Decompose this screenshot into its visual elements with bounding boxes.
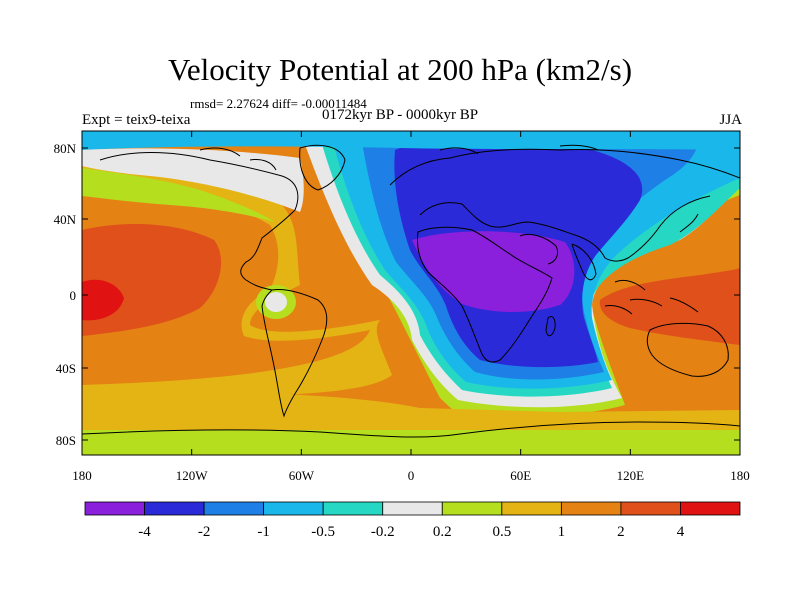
coastline-arctic-islands [199,144,599,171]
lon-tick-label: 120W [176,468,209,483]
colorbar-swatch [203,501,265,516]
latitude-axis: 80N 40N 0 40S 80S [54,141,740,448]
lon-tick-label: 180 [72,468,92,483]
coastline-japan [679,213,699,233]
period-label: 0172kyr BP - 0000kyr BP [322,107,479,123]
season-label: JJA [719,112,742,128]
coastline-antarctica [82,421,740,438]
colorbar-swatch [620,501,681,516]
colorbar-swatch [441,501,503,516]
coastline-arabia-india [519,233,597,281]
velocity-potential-field [82,131,740,455]
colorbar-swatch [144,501,205,516]
colorbar-label: -1 [257,524,270,540]
coastline-greenland [299,144,346,191]
colorbar-swatch [560,501,622,516]
coastline-africa [417,226,553,363]
lat-tick-label: 40S [56,361,76,376]
coastline-south-america [261,289,328,418]
field-andes-anomaly-inner [265,292,287,312]
colorbar-label: -0.2 [371,524,395,540]
coastline-europe-asia [389,148,740,262]
coastline-maritime-continent [604,279,699,315]
lon-tick-label: 60W [289,468,315,483]
field-max-positive-pacific [82,279,124,321]
colorbar: -4 -2 -1 -0.5 -0.2 0.2 0.5 1 2 4 [84,501,741,540]
colorbar-label: 0.5 [492,524,511,540]
coastlines [82,144,740,438]
field-positive-australia [640,330,740,395]
plot-title: Velocity Potential at 200 hPa (km2/s) [167,52,633,87]
colorbar-label: -4 [138,524,151,540]
field-arctic-yellow [82,168,275,222]
colorbar-swatch [322,501,384,516]
lat-tick-label: 80N [54,141,77,156]
lat-tick-label: 0 [70,288,77,303]
field-arctic-white-arc [82,148,304,212]
coastline-north-america [99,152,299,291]
colorbar-swatch [501,501,562,516]
lat-tick-label: 80S [56,433,76,448]
colorbar-label: -2 [198,524,211,540]
stats-label: rmsd= 2.27624 diff= -0.00011484 [190,96,367,111]
longitude-axis: 180 120W 60W 0 60E 120E 180 [72,131,750,483]
experiment-label: Expt = teix9-teixa [82,112,191,128]
lat-tick-label: 40N [54,212,77,227]
colorbar-label: 0.2 [433,524,452,540]
colorbar-label: -0.5 [311,524,335,540]
lon-tick-label: 0 [408,468,415,483]
colorbar-label: 1 [558,524,566,540]
colorbar-swatch [84,501,145,516]
lon-tick-label: 60E [510,468,531,483]
colorbar-label: 4 [677,524,685,540]
colorbar-label: 2 [617,524,625,540]
colorbar-swatch [680,501,741,516]
lon-tick-label: 120E [617,468,645,483]
field-deep-negative-core [412,231,575,313]
colorbar-swatch [382,501,443,516]
coastline-australia [646,322,729,377]
colorbar-swatch [263,501,324,516]
coastline-madagascar [545,315,556,337]
lon-tick-label: 180 [730,468,750,483]
